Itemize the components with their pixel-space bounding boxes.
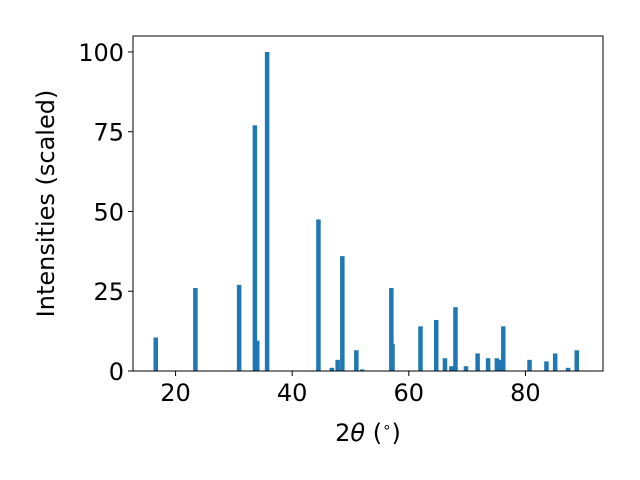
bar <box>527 359 532 371</box>
y-axis-label: Intensities (scaled) <box>32 90 60 318</box>
x-tick-label: 60 <box>394 379 425 407</box>
bar <box>390 343 395 371</box>
x-tick-label: 20 <box>160 379 191 407</box>
bar <box>153 337 158 371</box>
bar <box>501 326 506 371</box>
bar <box>494 358 500 371</box>
bar <box>463 366 469 371</box>
y-axis-ticks: 0 25 50 75 100 <box>78 39 133 386</box>
bar <box>359 369 365 371</box>
bar <box>329 367 335 371</box>
bars-group <box>153 51 580 371</box>
bar <box>316 219 321 371</box>
y-tick-label: 25 <box>93 278 124 306</box>
y-tick-label: 75 <box>93 119 124 147</box>
plot-frame <box>132 35 604 372</box>
bar <box>453 307 458 371</box>
bar <box>433 319 439 371</box>
bar <box>354 350 359 371</box>
x-axis-label: 2θ (∘) <box>335 418 401 447</box>
bar <box>449 366 454 371</box>
bar <box>574 350 580 371</box>
bar <box>544 361 549 371</box>
bar <box>389 288 394 371</box>
bar <box>485 358 491 371</box>
bar <box>565 367 571 371</box>
bar <box>442 358 448 371</box>
bar <box>193 288 198 371</box>
bar <box>340 256 345 371</box>
bar <box>252 125 258 371</box>
bar <box>552 353 558 371</box>
bar <box>264 51 270 371</box>
y-tick-label: 50 <box>93 198 124 226</box>
bar <box>254 340 260 371</box>
bar <box>498 359 503 371</box>
y-tick-label: 100 <box>78 39 124 67</box>
x-tick-label: 40 <box>277 379 308 407</box>
bar <box>475 353 480 371</box>
x-axis-ticks: 20 40 60 80 <box>160 371 541 407</box>
bar <box>335 359 340 371</box>
bar <box>236 284 242 371</box>
y-tick-label: 0 <box>109 358 124 386</box>
x-tick-label: 80 <box>510 379 541 407</box>
bar <box>418 326 423 371</box>
